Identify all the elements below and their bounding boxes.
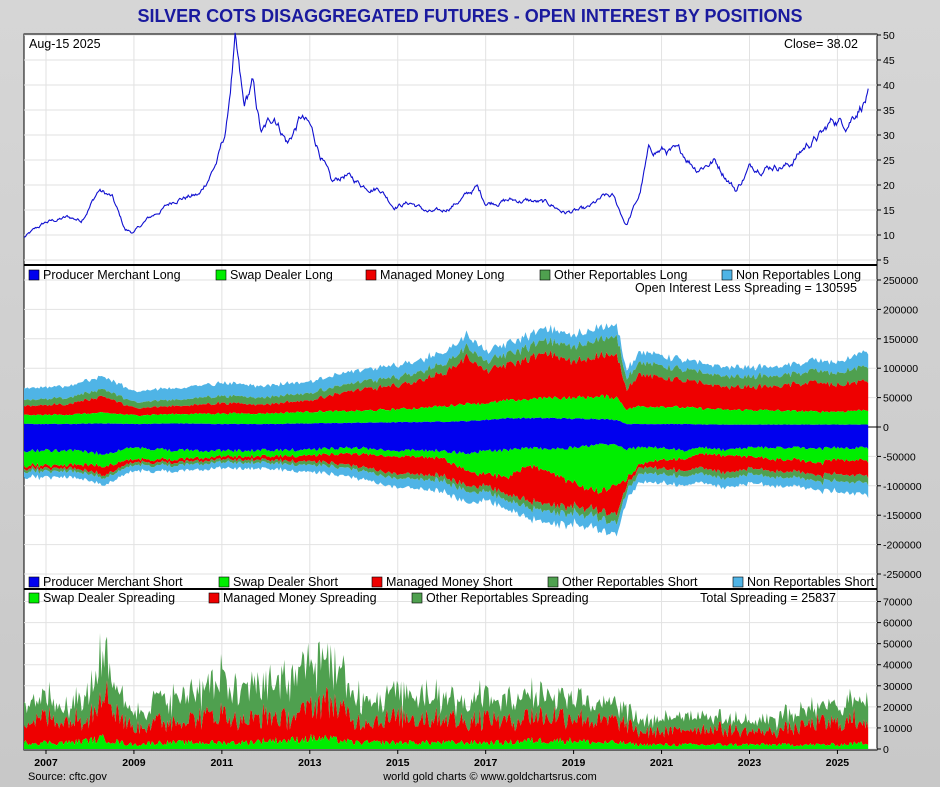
legend-short-swatch-4 (732, 576, 744, 588)
footer-source: Source: cftc.gov (28, 771, 107, 783)
legend-short-swatch-1 (218, 576, 230, 588)
legend-short-swatch-3 (547, 576, 559, 588)
legend-short-label-3: Other Reportables Short (562, 575, 698, 589)
legend-spreading-swatch-2 (411, 592, 423, 604)
spreading-annotation: Total Spreading = 25837 (700, 591, 836, 605)
spread-tick-label-30000: 30000 (883, 681, 912, 693)
oi-tick-label--50000: -50000 (883, 451, 916, 463)
oi-tick-label-250000: 250000 (883, 275, 918, 287)
spread-tick-label-40000: 40000 (883, 660, 912, 672)
price-tick-label-25: 25 (883, 155, 895, 167)
legend-long-label-2: Managed Money Long (380, 268, 504, 282)
legend-spreading-swatch-0 (28, 592, 40, 604)
oi-tick-label-50000: 50000 (883, 393, 912, 405)
area-long-producer-merchant (24, 417, 869, 427)
area-spreading-other-reportables (24, 632, 869, 739)
legend-group: Producer Merchant Long Swap Dealer Long Ma… (28, 268, 875, 605)
x-tick-label-2019: 2019 (562, 757, 586, 769)
legend-short-label-1: Swap Dealer Short (233, 575, 338, 589)
oi-tick-label-150000: 150000 (883, 334, 918, 346)
legend-long-label-0: Producer Merchant Long (43, 268, 181, 282)
axes-group: 5101520253035404550250000200000150000100… (34, 30, 921, 769)
area-long-swap-dealer (24, 394, 869, 425)
x-tick-label-2015: 2015 (386, 757, 410, 769)
oi-tick-label--150000: -150000 (883, 510, 922, 522)
legend-spreading-label-2: Other Reportables Spreading (426, 591, 589, 605)
legend-long-swatch-0 (28, 269, 40, 281)
area-spreading-swap-dealer (24, 734, 869, 749)
price-tick-label-20: 20 (883, 180, 895, 192)
price-line-group (23, 32, 869, 238)
legend-spreading-label-1: Managed Money Spreading (223, 591, 377, 605)
legend-short-swatch-2 (371, 576, 383, 588)
price-tick-label-45: 45 (883, 55, 895, 67)
price-tick-label-35: 35 (883, 105, 895, 117)
price-date-label: Aug-15 2025 (29, 37, 101, 51)
legend-short-swatch-0 (28, 576, 40, 588)
spread-tick-label-20000: 20000 (883, 702, 912, 714)
area-layers (24, 323, 869, 749)
area-long-non-reportables (24, 323, 869, 403)
price-tick-label-50: 50 (883, 30, 895, 42)
legend-spreading-label-0: Swap Dealer Spreading (43, 591, 175, 605)
open-interest-annotation: Open Interest Less Spreading = 130595 (635, 281, 857, 295)
price-line (23, 32, 869, 238)
oi-tick-label--100000: -100000 (883, 481, 922, 493)
footer-credit: world gold charts © www.goldchartsrus.co… (382, 771, 597, 783)
area-spreading-managed-money (24, 680, 869, 747)
spread-tick-label-0: 0 (883, 744, 889, 756)
price-close-label: Close= 38.02 (784, 37, 858, 51)
area-long-other-reportables (24, 334, 869, 409)
legend-short-label-2: Managed Money Short (386, 575, 513, 589)
oi-tick-label-0: 0 (883, 422, 889, 434)
legend-long-swatch-2 (365, 269, 377, 281)
price-tick-label-15: 15 (883, 205, 895, 217)
legend-long-label-1: Swap Dealer Long (230, 268, 333, 282)
legend-long-swatch-4 (721, 269, 733, 281)
oi-tick-label--250000: -250000 (883, 569, 922, 581)
x-tick-label-2013: 2013 (298, 757, 322, 769)
price-tick-label-30: 30 (883, 130, 895, 142)
area-short-managed-money (24, 452, 869, 516)
x-tick-label-2025: 2025 (826, 757, 850, 769)
spread-tick-label-70000: 70000 (883, 597, 912, 609)
legend-short-label-4: Non Reportables Short (747, 575, 875, 589)
area-long-managed-money (24, 350, 869, 417)
spread-tick-label-10000: 10000 (883, 723, 912, 735)
area-short-non-reportables (24, 460, 869, 537)
area-short-swap-dealer (24, 443, 869, 495)
legend-short-label-0: Producer Merchant Short (43, 575, 183, 589)
legend-long-swatch-1 (215, 269, 227, 281)
spread-tick-label-50000: 50000 (883, 639, 912, 651)
area-short-other-reportables (24, 457, 869, 526)
oi-tick-label--200000: -200000 (883, 540, 922, 552)
chart-title: SILVER COTS DISAGGREGATED FUTURES - OPEN… (137, 6, 803, 26)
x-tick-label-2011: 2011 (210, 757, 233, 769)
oi-tick-label-200000: 200000 (883, 304, 918, 316)
x-tick-label-2007: 2007 (34, 757, 58, 769)
x-tick-label-2021: 2021 (650, 757, 674, 769)
x-tick-label-2023: 2023 (738, 757, 762, 769)
legend-long-swatch-3 (539, 269, 551, 281)
oi-tick-label-100000: 100000 (883, 363, 918, 375)
price-tick-label-5: 5 (883, 255, 889, 267)
legend-long-label-4: Non Reportables Long (736, 268, 861, 282)
price-tick-label-10: 10 (883, 230, 895, 242)
area-short-producer-merchant (24, 427, 869, 456)
x-tick-label-2009: 2009 (122, 757, 146, 769)
x-tick-label-2017: 2017 (474, 757, 498, 769)
legend-long-label-3: Other Reportables Long (554, 268, 687, 282)
price-tick-label-40: 40 (883, 80, 895, 92)
spread-tick-label-60000: 60000 (883, 618, 912, 630)
legend-spreading-swatch-1 (208, 592, 220, 604)
